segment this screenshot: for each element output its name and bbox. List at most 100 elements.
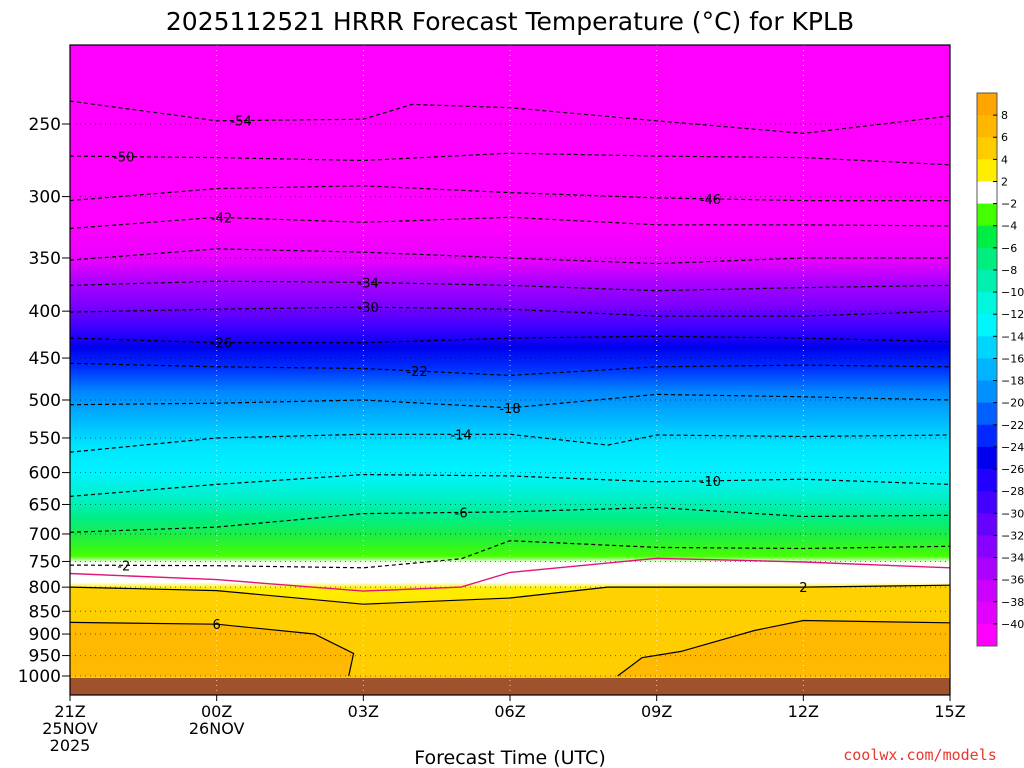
isotherm-labels: -54-50-46-42-34-30-26-22-18-14-10-6-226 bbox=[113, 115, 807, 634]
y-tick-label: 350 bbox=[29, 249, 61, 269]
x-tick-label: 15Z bbox=[934, 702, 965, 721]
colorbar-bin bbox=[977, 623, 997, 647]
colorbar-label: −14 bbox=[1001, 330, 1024, 343]
colorbar-bin bbox=[977, 402, 997, 426]
y-tick-label: 250 bbox=[29, 115, 61, 135]
colorbar-label: 4 bbox=[1001, 153, 1008, 166]
isotherm-label: 6 bbox=[213, 618, 221, 633]
isotherm-line bbox=[70, 185, 950, 202]
isotherm-line bbox=[70, 433, 950, 453]
isotherm-label: -30 bbox=[358, 301, 379, 316]
isotherm-label: -50 bbox=[113, 151, 134, 166]
y-tick-label: 400 bbox=[29, 302, 61, 322]
colorbar-bin bbox=[977, 292, 997, 315]
chart-title: 2025112521 HRRR Forecast Temperature (°C… bbox=[166, 7, 854, 36]
colorbar-label: −38 bbox=[1001, 596, 1024, 609]
y-tick-label: 300 bbox=[29, 188, 61, 208]
x-axis-label: Forecast Time (UTC) bbox=[414, 747, 605, 768]
y-tick-label: 850 bbox=[29, 602, 61, 622]
colorbar-bin bbox=[977, 181, 997, 204]
colorbar-label: −32 bbox=[1001, 529, 1024, 542]
y-tick-label: 550 bbox=[29, 429, 61, 449]
colorbar-frame bbox=[976, 92, 998, 647]
colorbar-bin bbox=[977, 513, 997, 536]
y-tick-label: 800 bbox=[29, 578, 61, 598]
x-tick-label: 2025 bbox=[50, 736, 91, 755]
plot-area: -54-50-46-42-34-30-26-22-18-14-10-6-226 bbox=[70, 45, 950, 695]
colorbar-bin bbox=[977, 314, 997, 337]
colorbar-bin bbox=[977, 579, 997, 603]
isotherm-line bbox=[70, 621, 355, 677]
isotherm-line bbox=[70, 216, 950, 230]
y-axis: 250 300 350 400 450 500 550 600 650 700 750 800 850 9… bbox=[18, 115, 70, 687]
colorbar-label: −16 bbox=[1001, 352, 1024, 365]
y-tick-label: 450 bbox=[29, 349, 61, 369]
colorbar-bin bbox=[977, 601, 997, 625]
colorbar-label: −30 bbox=[1001, 507, 1024, 520]
colorbar-bin bbox=[977, 446, 997, 470]
x-tick-label: 26NOV bbox=[189, 719, 245, 738]
isotherm-line bbox=[70, 584, 950, 605]
isotherm-lines bbox=[70, 100, 950, 677]
colorbar-bin bbox=[977, 557, 997, 581]
isotherm-label: -42 bbox=[211, 211, 232, 226]
grid-lines bbox=[70, 45, 950, 695]
colorbar-bin bbox=[977, 269, 997, 293]
x-tick-label: 12Z bbox=[788, 702, 819, 721]
x-tick-label: 06Z bbox=[494, 702, 525, 721]
colorbar-label: −4 bbox=[1001, 220, 1017, 233]
x-tick-label: 21Z bbox=[54, 702, 85, 721]
isotherm-label: 2 bbox=[799, 581, 807, 596]
isotherm-label: -10 bbox=[700, 475, 721, 490]
colorbar-label: −10 bbox=[1001, 286, 1024, 299]
colorbar-bin bbox=[977, 93, 997, 116]
isotherm-line bbox=[70, 100, 950, 135]
isotherm-line bbox=[70, 540, 950, 569]
isotherm-label: -2 bbox=[117, 559, 130, 574]
colorbar-bin bbox=[977, 159, 997, 182]
colorbar-label: 6 bbox=[1001, 131, 1008, 144]
colorbar-label: 8 bbox=[1001, 109, 1008, 122]
x-tick-label: 00Z bbox=[201, 702, 232, 721]
isotherm-label: -14 bbox=[450, 428, 471, 443]
colorbar-label: −22 bbox=[1001, 419, 1024, 432]
colorbar-bin bbox=[977, 336, 997, 359]
colorbar-label: −18 bbox=[1001, 375, 1024, 388]
colorbar-bin bbox=[977, 380, 997, 404]
y-tick-label: 1000 bbox=[18, 667, 61, 687]
isotherm-line bbox=[70, 473, 950, 497]
isotherm-label: -26 bbox=[211, 337, 232, 352]
y-tick-label: 650 bbox=[29, 495, 61, 515]
isotherm-label: -6 bbox=[455, 506, 468, 521]
colorbar-bin bbox=[977, 203, 997, 227]
x-tick-label: 03Z bbox=[348, 702, 379, 721]
x-tick-label: 09Z bbox=[641, 702, 672, 721]
colorbar: 8 6 4 2 −2 −4 −6 −8 −10 −12 −14 −16 −18 −20 −22 −24 −26 −… bbox=[976, 92, 1024, 647]
colorbar-bin bbox=[977, 535, 997, 558]
colorbar-label: −12 bbox=[1001, 308, 1024, 321]
colorbar-label: −2 bbox=[1001, 198, 1017, 211]
colorbar-label: −20 bbox=[1001, 397, 1024, 410]
colorbar-label: −26 bbox=[1001, 463, 1024, 476]
isotherm-line bbox=[70, 248, 950, 265]
colorbar-label: −34 bbox=[1001, 552, 1024, 565]
y-tick-label: 750 bbox=[29, 552, 61, 572]
colorbar-label: −36 bbox=[1001, 574, 1024, 587]
colorbar-label: −28 bbox=[1001, 485, 1024, 498]
colorbar-bin bbox=[977, 225, 997, 249]
isotherm-label: -54 bbox=[230, 115, 251, 130]
colorbar-bin bbox=[977, 115, 997, 138]
colorbar-bin bbox=[977, 491, 997, 514]
colorbar-bin bbox=[977, 424, 997, 448]
ground-surface bbox=[70, 678, 950, 695]
y-tick-label: 950 bbox=[29, 647, 61, 667]
isotherm-line bbox=[70, 557, 950, 592]
isotherm-label: -18 bbox=[499, 402, 520, 417]
colorbar-bin bbox=[977, 137, 997, 160]
isotherm-label: -34 bbox=[358, 276, 379, 291]
isotherm-label: -46 bbox=[700, 193, 721, 208]
y-tick-label: 500 bbox=[29, 391, 61, 411]
colorbar-label: −8 bbox=[1001, 264, 1017, 277]
